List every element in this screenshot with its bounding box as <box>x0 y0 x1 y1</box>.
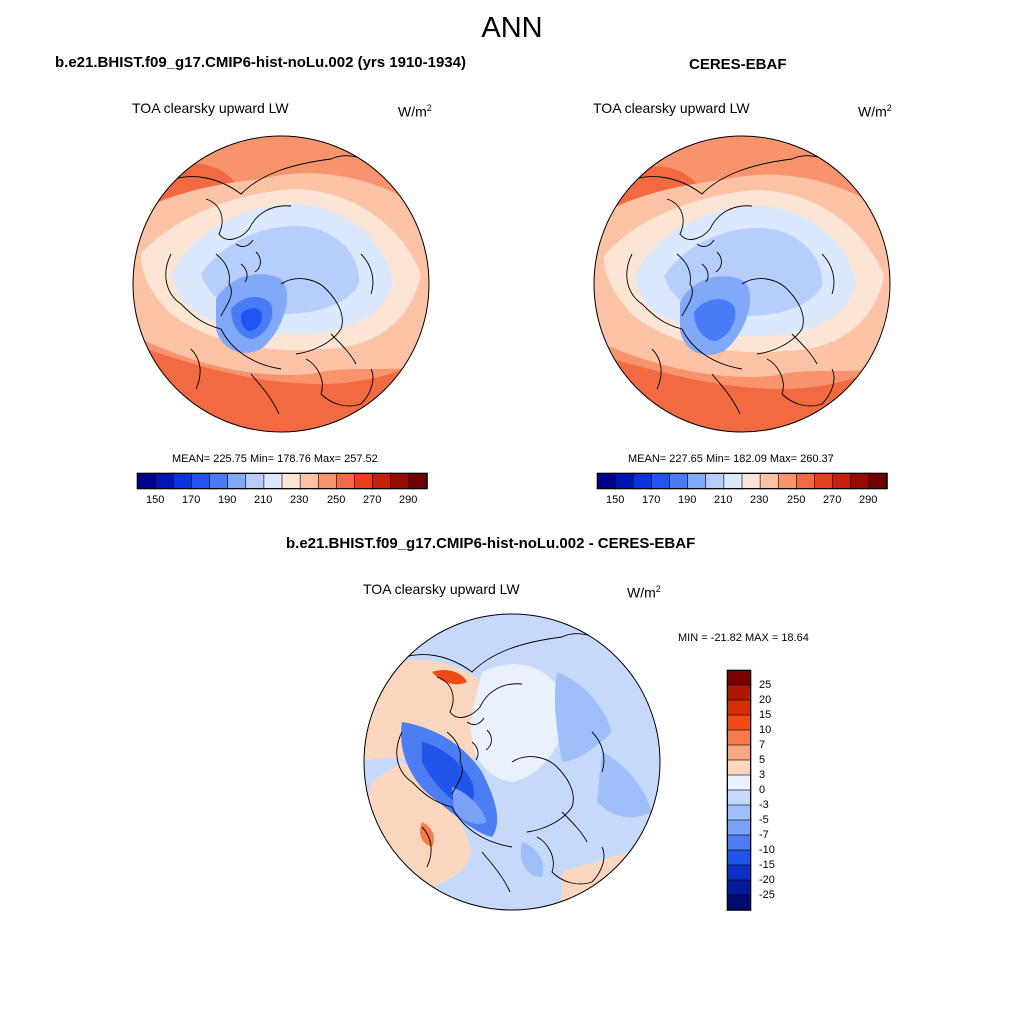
colorbar-swatch <box>669 472 689 490</box>
obs-cbar-tick: 210 <box>714 494 733 506</box>
colorbar-swatch <box>651 472 671 490</box>
diff-cbar-label: 10 <box>759 724 772 736</box>
diff-cbar-label: 7 <box>759 739 766 751</box>
obs-stats: MEAN= 227.65 Min= 182.09 Max= 260.37 <box>628 453 834 465</box>
model-cbar-tick: 170 <box>182 494 201 506</box>
obs-cbar-tick: 170 <box>642 494 661 506</box>
colorbar-swatch <box>796 472 816 490</box>
diff-cbar-label: -3 <box>759 799 769 811</box>
colorbar-swatch <box>726 774 752 791</box>
model-cbar-tick: 290 <box>399 494 418 506</box>
model-colorbar <box>136 472 428 490</box>
colorbar-swatch <box>354 472 374 490</box>
model-polar-map <box>132 135 430 433</box>
colorbar-swatch <box>245 472 265 490</box>
colorbar-swatch <box>172 472 193 490</box>
obs-units-label: W/m2 <box>858 103 892 120</box>
colorbar-swatch <box>705 472 725 490</box>
colorbar-swatch <box>726 804 752 821</box>
colorbar-swatch <box>726 684 752 701</box>
model-units-label: W/m2 <box>398 103 432 120</box>
diff-cbar-label: -20 <box>759 874 775 886</box>
diff-panel-title: b.e21.BHIST.f09_g17.CMIP6-hist-noLu.002 … <box>286 535 696 552</box>
obs-panel-title: CERES-EBAF <box>689 56 787 73</box>
model-variable-label: TOA clearsky upward LW <box>132 100 289 116</box>
colorbar-swatch <box>814 472 834 490</box>
model-cbar-tick: 190 <box>218 494 237 506</box>
obs-cbar-tick: 290 <box>859 494 878 506</box>
diff-cbar-label: -7 <box>759 829 769 841</box>
colorbar-swatch <box>726 879 752 896</box>
obs-cbar-tick: 150 <box>606 494 625 506</box>
obs-cbar-tick: 230 <box>750 494 769 506</box>
model-stats: MEAN= 225.75 Min= 178.76 Max= 257.52 <box>172 453 378 465</box>
model-panel-title: b.e21.BHIST.f09_g17.CMIP6-hist-noLu.002 … <box>55 54 466 71</box>
colorbar-swatch <box>726 819 752 836</box>
colorbar-swatch <box>759 472 780 490</box>
colorbar-swatch <box>209 472 229 490</box>
colorbar-swatch <box>687 472 707 490</box>
diff-cbar-label: 20 <box>759 694 772 706</box>
diff-colorbar <box>726 669 752 911</box>
model-cbar-tick: 250 <box>327 494 346 506</box>
diff-cbar-label: 3 <box>759 769 766 781</box>
obs-cbar-tick: 270 <box>823 494 842 506</box>
diff-cbar-label: 25 <box>759 679 772 691</box>
colorbar-swatch <box>723 472 743 490</box>
diff-stats: MIN = -21.82 MAX = 18.64 <box>678 632 809 644</box>
obs-cbar-tick: 250 <box>787 494 806 506</box>
diff-cbar-label: -5 <box>759 814 769 826</box>
colorbar-swatch <box>154 472 175 490</box>
model-cbar-tick: 230 <box>290 494 309 506</box>
obs-polar-map <box>593 135 891 433</box>
colorbar-swatch <box>263 472 283 490</box>
colorbar-swatch <box>191 472 211 490</box>
colorbar-swatch <box>726 669 752 686</box>
colorbar-swatch <box>850 472 870 490</box>
model-cbar-tick: 270 <box>363 494 382 506</box>
colorbar-swatch <box>227 472 247 490</box>
obs-colorbar <box>596 472 888 490</box>
figure-title: ANN <box>481 12 543 44</box>
diff-cbar-label: -25 <box>759 889 775 901</box>
diff-cbar-label: 0 <box>759 784 766 796</box>
colorbar-swatch <box>868 472 888 490</box>
colorbar-swatch <box>741 472 761 490</box>
colorbar-swatch <box>832 472 852 490</box>
colorbar-swatch <box>726 759 752 776</box>
obs-variable-label: TOA clearsky upward LW <box>593 100 750 116</box>
colorbar-swatch <box>336 472 356 490</box>
colorbar-swatch <box>726 714 752 731</box>
colorbar-swatch <box>372 472 392 490</box>
colorbar-swatch <box>726 849 752 866</box>
colorbar-swatch <box>390 472 410 490</box>
colorbar-swatch <box>726 894 752 911</box>
diff-cbar-label: -10 <box>759 844 775 856</box>
colorbar-swatch <box>136 472 156 490</box>
diff-cbar-label: 5 <box>759 754 766 766</box>
colorbar-swatch <box>777 472 798 490</box>
colorbar-swatch <box>614 472 635 490</box>
obs-cbar-tick: 190 <box>678 494 697 506</box>
colorbar-swatch <box>408 472 428 490</box>
colorbar-swatch <box>726 789 752 806</box>
colorbar-swatch <box>726 699 752 716</box>
diff-cbar-label: 15 <box>759 709 772 721</box>
model-cbar-tick: 210 <box>254 494 273 506</box>
colorbar-swatch <box>726 729 752 746</box>
diff-polar-map <box>363 613 661 911</box>
colorbar-swatch <box>726 744 752 761</box>
colorbar-swatch <box>632 472 653 490</box>
colorbar-swatch <box>281 472 301 490</box>
colorbar-swatch <box>317 472 338 490</box>
diff-cbar-label: -15 <box>759 859 775 871</box>
colorbar-swatch <box>299 472 320 490</box>
colorbar-swatch <box>596 472 616 490</box>
model-cbar-tick: 150 <box>146 494 165 506</box>
diff-units-label: W/m2 <box>627 584 661 601</box>
colorbar-swatch <box>726 864 752 881</box>
diff-variable-label: TOA clearsky upward LW <box>363 581 520 597</box>
colorbar-swatch <box>726 834 752 851</box>
